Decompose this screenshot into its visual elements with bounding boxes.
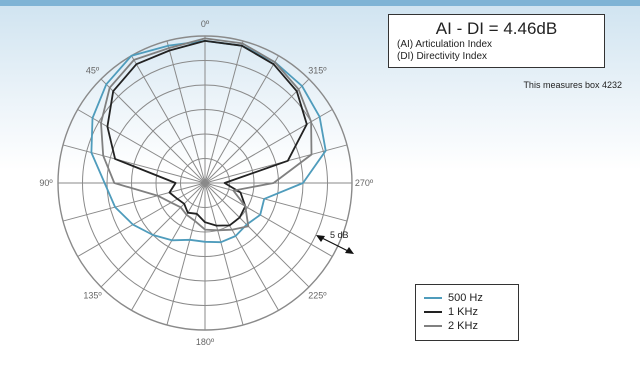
grid-spoke: [204, 55, 279, 184]
series-group: [90, 37, 327, 244]
grid-spoke: [204, 182, 348, 222]
top-accent-bar: [0, 0, 640, 6]
definition-di: (DI) Directivity Index: [397, 51, 488, 62]
angle-label: 180º: [196, 337, 215, 347]
angle-label: 225º: [308, 290, 327, 300]
angle-labels: 0º 45º 90º 135º 180º 225º 270º 315º: [39, 19, 374, 347]
angle-label: 135º: [83, 290, 102, 300]
grid-spoke: [204, 78, 310, 184]
legend-item-2khz: 2 KHz: [424, 319, 510, 333]
legend-swatch-2khz: [424, 325, 442, 327]
angle-label: 45º: [86, 66, 100, 76]
grid-spoke: [204, 182, 244, 326]
scale-arrow-head-start: [316, 235, 325, 242]
grid-spoke: [204, 182, 333, 257]
info-box: AI - DI = 4.46dB (AI) Articulation Index…: [388, 14, 605, 68]
legend-swatch-500hz: [424, 297, 442, 299]
series-line: [100, 37, 313, 232]
grid-spoke: [100, 78, 206, 184]
grid-spoke: [166, 40, 206, 184]
box-note: This measures box 4232: [523, 80, 622, 90]
scale-arrow-head-end: [345, 247, 354, 254]
definition-ai: (AI) Articulation Index: [397, 39, 493, 50]
legend-label-1khz: 1 KHz: [448, 306, 478, 318]
angle-label: 90º: [39, 178, 53, 188]
grid-spoke: [62, 182, 206, 222]
series-line: [90, 40, 327, 244]
scale-indicator: 5 dB: [316, 230, 354, 254]
grid-spoke: [204, 109, 333, 184]
grid-spoke: [204, 182, 310, 288]
grid-spoke: [204, 40, 244, 184]
angle-label: 0º: [201, 19, 210, 29]
legend-label-500hz: 500 Hz: [448, 292, 483, 304]
grid-spoke: [204, 144, 348, 184]
grid-spoke: [166, 182, 206, 326]
angle-label: 270º: [355, 178, 374, 188]
grid-spoke: [62, 144, 206, 184]
grid-spoke: [77, 182, 206, 257]
grid-spoke: [77, 109, 206, 184]
legend-item-1khz: 1 KHz: [424, 305, 510, 319]
grid-spoke: [131, 182, 206, 311]
formula-title: AI - DI = 4.46dB: [435, 19, 558, 38]
legend-label-2khz: 2 KHz: [448, 320, 478, 332]
scale-arrow-line: [319, 236, 351, 253]
polar-grid: [57, 35, 353, 331]
grid-spoke: [131, 55, 206, 184]
series-line: [106, 40, 308, 227]
scale-label: 5 dB: [330, 230, 349, 240]
grid-spoke: [204, 182, 279, 311]
legend-item-500hz: 500 Hz: [424, 291, 510, 305]
angle-label: 315º: [308, 66, 327, 76]
legend: 500 Hz 1 KHz 2 KHz: [415, 284, 519, 341]
legend-swatch-1khz: [424, 311, 442, 313]
